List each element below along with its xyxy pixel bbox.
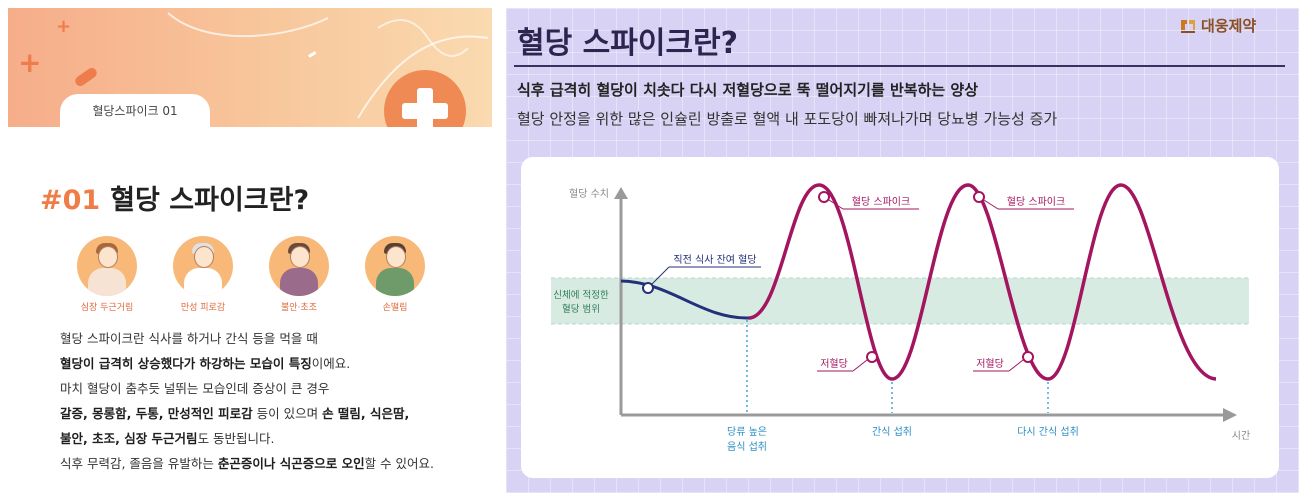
text: 혈당 스파이크란 식사를 하거나 간식 등을 먹을 때: [60, 331, 318, 346]
decor-swirl-icon: [167, 12, 489, 119]
emphasis-text: 갈증, 몽롱함, 두통, 만성적인 피로감: [60, 406, 253, 421]
annotation-hypo-1: 저혈당: [820, 357, 848, 370]
header-banner: + + 혈당스파이크 01: [8, 8, 492, 127]
section-tab: 혈당스파이크 01: [60, 94, 210, 127]
text: 할 수 있어요.: [364, 456, 435, 471]
symptom-label: 손떨림: [382, 303, 408, 313]
symptom-tremor: 손떨림: [358, 236, 432, 313]
person-anxious-icon: [269, 236, 329, 296]
emphasis-text: 혈당이 급격히 상승했다가 하강하는 모습이 특징: [60, 356, 312, 371]
brand: 대웅제약: [1178, 15, 1256, 36]
event-label-snack: 간식 섭취: [872, 426, 912, 438]
symptom-palpitation: 심장 두근거림: [70, 236, 144, 313]
annotation-spike-2: 혈당 스파이크: [1007, 195, 1065, 208]
band-label-line-2: 혈당 범위: [562, 303, 600, 315]
person-tired-icon: [173, 236, 233, 296]
marker-hypo-2: [1022, 351, 1034, 363]
normal-range-band: [551, 278, 1249, 324]
medical-cross-icon: [384, 70, 466, 127]
symptom-fatigue: 만성 피로감: [166, 236, 240, 313]
leader-hypo-1: [852, 359, 868, 372]
person-shaking-hands-icon: [365, 236, 425, 296]
symptom-label: 만성 피로감: [180, 303, 226, 313]
annotation-residual: 직전 식사 잔여 혈당: [673, 253, 756, 266]
decor-plus-icon: +: [18, 46, 42, 79]
symptom-label: 불안·초조: [281, 303, 317, 313]
leader-residual: [651, 266, 670, 285]
daewoong-logo-icon: [1181, 19, 1195, 33]
blood-sugar-chart: 신체에 적정한 혈당 범위 혈당 수치 시간 당류 높은 음식 섭취 간식 섭취…: [551, 183, 1250, 453]
emphasis-text: 춘곤증이나 식곤증으로 오인: [217, 456, 365, 471]
marker-hypo-1: [866, 351, 878, 363]
band-label-line-1: 신체에 적정한: [553, 289, 609, 301]
subtitle-bold: 식후 급격히 혈당이 치솟다 다시 저혈당으로 뚝 떨어지기를 반복하는 양상: [517, 81, 979, 99]
x-axis-label: 시간: [1232, 430, 1250, 442]
spike-curve: [748, 183, 1217, 381]
y-axis-label: 혈당 수치: [569, 187, 609, 200]
decor-pill-icon: [75, 67, 97, 87]
person-hand-on-chest-icon: [77, 236, 137, 296]
event-label-meal-2: 음식 섭취: [727, 441, 767, 453]
emphasis-text: 손 떨림, 식은땀,: [322, 406, 410, 421]
paragraph-line: 식후 무력감, 졸음을 유발하는 춘곤증이나 식곤증으로 오인할 수 있어요.: [60, 453, 434, 472]
marker-residual: [642, 282, 654, 294]
marker-spike-2: [973, 191, 985, 203]
y-axis-arrow-icon: [614, 187, 628, 199]
left-infographic-panel: + + 혈당스파이크 01 #01 혈당 스파이크란? 심장 두근거림 만성: [8, 8, 492, 493]
annotation-spike-1: 혈당 스파이크: [852, 195, 910, 208]
leader-spike-2: [983, 199, 999, 210]
left-title: #01 혈당 스파이크란?: [40, 178, 309, 217]
paragraph-line: 불안, 초조, 심장 두근거림도 동반됩니다.: [60, 428, 275, 447]
right-infographic-panel: 혈당 스파이크란? 대웅제약 식후 급격히 혈당이 치솟다 다시 저혈당으로 뚝…: [506, 8, 1299, 493]
event-label-meal-1: 당류 높은: [727, 426, 767, 438]
page-title: 혈당 스파이크란?: [517, 26, 739, 61]
decor-plus-icon: +: [56, 16, 72, 37]
symptom-anxiety: 불안·초조: [262, 236, 336, 313]
brand-name: 대웅제약: [1201, 17, 1257, 35]
title-divider: [514, 65, 1285, 67]
leader-hypo-2: [1008, 359, 1024, 372]
paragraph-line: 갈증, 몽롱함, 두통, 만성적인 피로감 등이 있으며 손 떨림, 식은땀,: [60, 403, 409, 422]
annotation-hypo-2: 저혈당: [976, 357, 1004, 370]
subtitle: 혈당 안정을 위한 많은 인슐린 방출로 혈액 내 포도당이 빠져나가며 당뇨병…: [517, 110, 1058, 128]
title-text: 혈당 스파이크란?: [110, 185, 310, 216]
paragraph-line: 혈당 스파이크란 식사를 하거나 간식 등을 먹을 때: [60, 328, 318, 347]
marker-spike-1: [818, 191, 830, 203]
text: 마치 혈당이 춤추듯 널뛰는 모습인데 증상이 큰 경우: [60, 381, 330, 396]
text: 등이 있으며: [252, 406, 323, 421]
x-axis-arrow-icon: [1223, 408, 1237, 422]
title-number: #01: [40, 185, 101, 216]
chart-card: 신체에 적정한 혈당 범위 혈당 수치 시간 당류 높은 음식 섭취 간식 섭취…: [521, 157, 1279, 478]
residual-sugar-curve: [620, 279, 750, 320]
event-label-snack-again: 다시 간식 섭취: [1017, 426, 1079, 438]
paragraph-line: 혈당이 급격히 상승했다가 하강하는 모습이 특징이에요.: [60, 353, 350, 372]
text: 식후 무력감, 졸음을 유발하는: [60, 456, 218, 471]
leader-spike-1: [828, 199, 844, 210]
symptom-label: 심장 두근거림: [80, 303, 134, 313]
text: 도 동반됩니다.: [197, 431, 275, 446]
emphasis-text: 불안, 초조, 심장 두근거림: [60, 431, 198, 446]
text: 이에요.: [311, 356, 351, 371]
paragraph-line: 마치 혈당이 춤추듯 널뛰는 모습인데 증상이 큰 경우: [60, 378, 329, 397]
